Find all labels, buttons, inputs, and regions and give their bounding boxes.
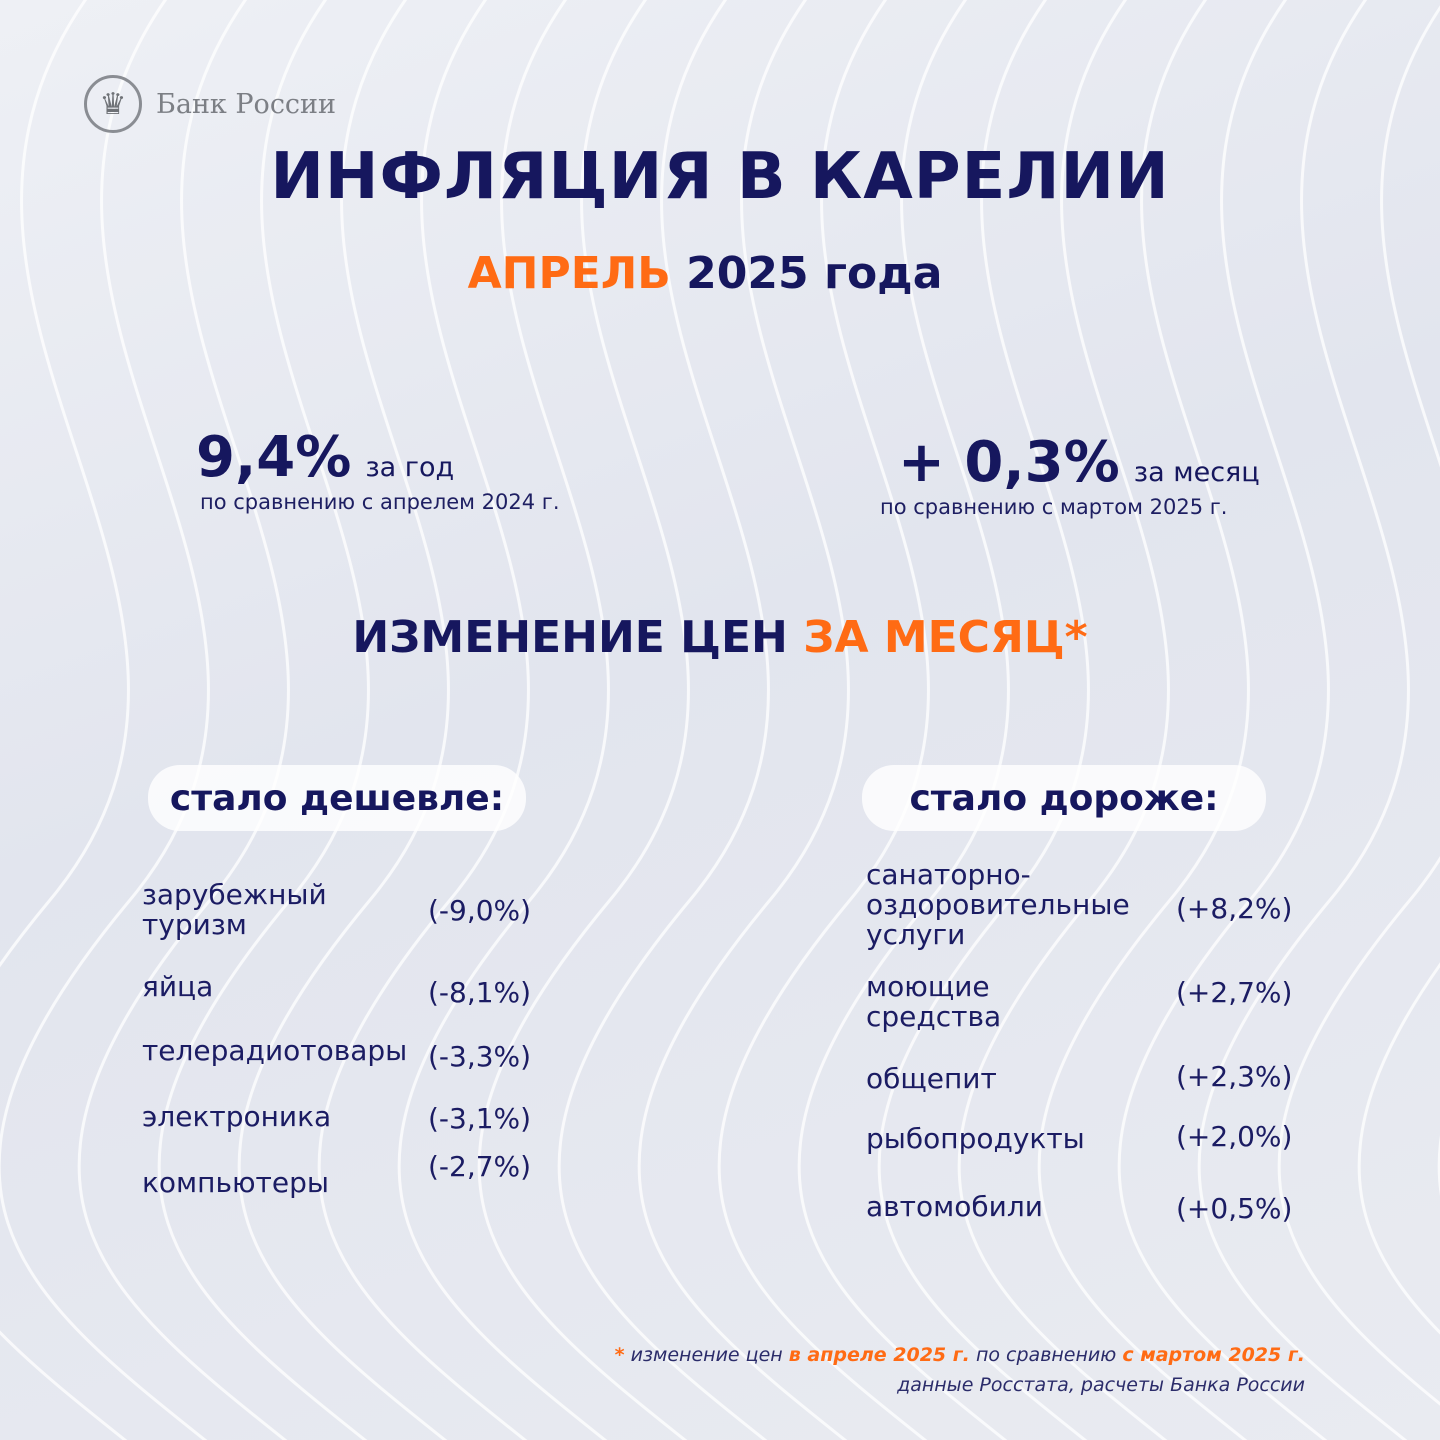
wave-line (1197, 0, 1410, 1440)
cheaper-item-name: электроника (142, 1100, 332, 1133)
monthly-inflation: + 0,3% за месяц по сравнению с мартом 202… (880, 430, 1260, 519)
monthly-value: + 0,3% (898, 430, 1120, 495)
page-title: ИНФЛЯЦИЯ В КАРЕЛИИ (270, 140, 1170, 214)
wave-line (957, 0, 1170, 1440)
period-month: АПРЕЛЬ (467, 248, 671, 299)
brand-name: Банк России (156, 88, 337, 120)
wave-line (0, 0, 210, 1440)
cheaper-label: стало дешевле: (148, 765, 526, 831)
cheaper-item-value: (-3,1%) (428, 1102, 532, 1135)
footnote-source: данные Росстата, расчеты Банка России (897, 1374, 1305, 1396)
pricier-item-name: санаторно- оздоровительные услуги (866, 858, 1130, 951)
monthly-unit: за месяц (1133, 457, 1260, 488)
footnote-highlight-1: в апреле 2025 г. (788, 1344, 970, 1366)
wave-line (157, 0, 370, 1440)
cheaper-item-name: яйца (142, 970, 214, 1003)
wave-line (797, 0, 1010, 1440)
cheaper-item-value: (-8,1%) (428, 976, 532, 1009)
pricier-item-value: (+8,2%) (1176, 892, 1293, 925)
pricier-item-value: (+0,5%) (1176, 1192, 1293, 1225)
annual-comparison: по сравнению с апрелем 2024 г. (200, 490, 560, 514)
wave-line (237, 0, 450, 1440)
wave-line (1277, 5, 1440, 1406)
cheaper-item-name: зарубежный туризм (142, 878, 327, 941)
wave-line (557, 0, 770, 1440)
cheaper-item-value: (-2,7%) (428, 1150, 532, 1183)
section-highlight: ЗА МЕСЯЦ* (803, 612, 1088, 663)
footnote-text-2: по сравнению (975, 1344, 1117, 1366)
annual-value: 9,4% (196, 425, 352, 490)
wave-line (317, 0, 530, 1440)
annual-unit: за год (365, 452, 455, 483)
wave-line (477, 0, 690, 1440)
section-heading: ИЗМЕНЕНИЕ ЦЕН ЗА МЕСЯЦ* (0, 612, 1440, 663)
wave-line (877, 0, 1090, 1440)
period-subtitle: АПРЕЛЬ 2025 года (0, 248, 1410, 299)
footnote-text-1: изменение цен (630, 1344, 783, 1366)
pricier-item-value: (+2,0%) (1176, 1120, 1293, 1153)
wave-line (77, 0, 290, 1440)
pricier-item-name: автомобили (866, 1190, 1043, 1223)
wave-line (717, 0, 930, 1440)
footnote: * изменение цен в апреле 2025 г. по срав… (615, 1344, 1305, 1366)
pricier-item-name: общепит (866, 1062, 997, 1095)
wave-line (397, 0, 610, 1440)
wave-line (0, 0, 130, 1440)
monthly-comparison: по сравнению с мартом 2025 г. (880, 495, 1228, 519)
wave-line (1117, 0, 1330, 1440)
cheaper-item-name: компьютеры (142, 1166, 329, 1199)
cheaper-item-value: (-9,0%) (428, 894, 532, 927)
annual-inflation: 9,4% за год по сравнению с апрелем 2024 г… (196, 425, 560, 514)
wave-line (637, 0, 850, 1440)
bank-logo: ♛ Банк России (84, 75, 336, 133)
pricier-label: стало дороже: (862, 765, 1266, 831)
pricier-item-name: рыбопродукты (866, 1122, 1085, 1155)
footnote-highlight-2: с мартом 2025 г. (1122, 1344, 1305, 1366)
section-prefix: ИЗМЕНЕНИЕ ЦЕН (352, 612, 788, 663)
pricier-item-value: (+2,7%) (1176, 976, 1293, 1009)
period-year: 2025 года (686, 248, 943, 299)
pricier-item-name: моющие средства (866, 970, 1002, 1033)
pricier-item-value: (+2,3%) (1176, 1060, 1293, 1093)
cheaper-item-value: (-3,3%) (428, 1040, 532, 1073)
wave-line (1357, 962, 1440, 1335)
eagle-emblem-icon: ♛ (84, 75, 142, 133)
cheaper-item-name: телерадиотовары (142, 1034, 408, 1067)
footnote-star: * (614, 1344, 625, 1366)
